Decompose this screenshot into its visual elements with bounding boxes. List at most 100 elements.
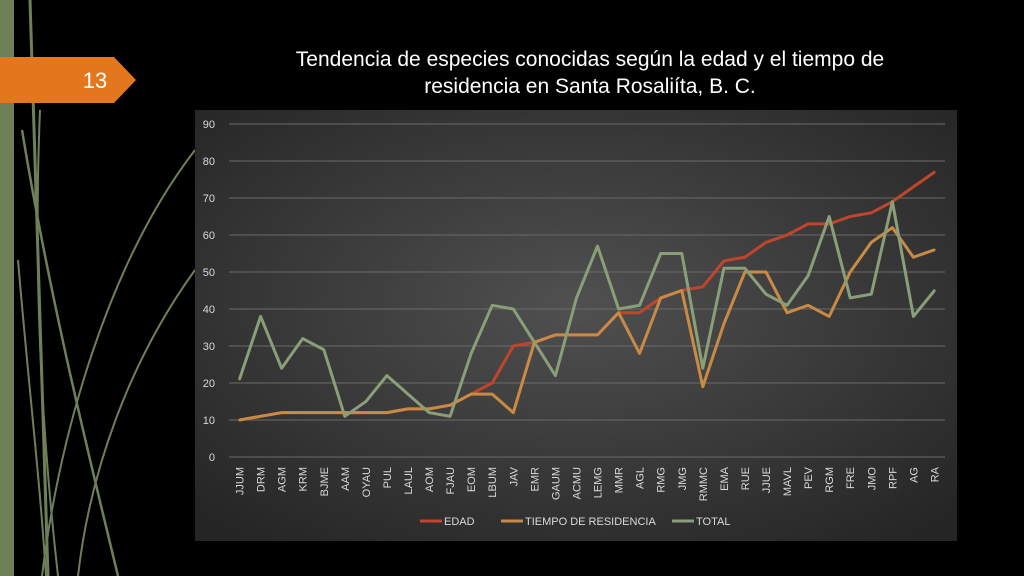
- x-tick-label: ACMU: [571, 467, 583, 499]
- data-point: [280, 367, 283, 370]
- data-point: [512, 344, 515, 348]
- legend-item: TIEMPO DE RESIDENCIA: [501, 516, 656, 528]
- y-tick-label: 10: [203, 415, 215, 427]
- x-tick-label: FRE: [845, 467, 857, 489]
- slide-title-line-2: residencia en Santa Rosaliíta, B. C.: [424, 75, 756, 98]
- slide-number-tab: [0, 57, 136, 103]
- data-point: [870, 293, 873, 296]
- data-point: [638, 304, 641, 307]
- y-tick-label: 0: [209, 452, 215, 464]
- data-point: [933, 170, 936, 174]
- data-point: [238, 418, 241, 422]
- series-line: [239, 226, 935, 422]
- data-point: [722, 259, 726, 263]
- data-point: [512, 307, 515, 311]
- y-tick-label: 90: [203, 119, 215, 131]
- data-point: [491, 381, 494, 385]
- y-tick-label: 50: [203, 267, 215, 279]
- data-point: [259, 415, 262, 418]
- data-point: [427, 407, 431, 411]
- line-chart: 0 10 20 30 40 50 60 70 80 90 JJUM DRM AGM KRM BJME AAM…: [195, 110, 957, 541]
- data-point: [533, 341, 536, 344]
- x-tick-label: AGL: [635, 467, 647, 489]
- data-point: [743, 256, 747, 259]
- x-tick-label: RMMC: [698, 467, 710, 501]
- x-tick-label: KRM: [298, 467, 310, 491]
- x-tick-label: PUL: [382, 467, 394, 488]
- x-tick-label: EMA: [719, 466, 731, 491]
- x-tick-label: OYAU: [361, 467, 373, 497]
- slide-title-line-1: Tendencia de especies conocidas según la…: [295, 48, 885, 71]
- data-point: [701, 285, 705, 288]
- data-point: [596, 244, 599, 248]
- chart-panel: 0 10 20 30 40 50 60 70 80 90 JJUM DRM AGM KRM BJME AAM…: [195, 110, 957, 541]
- data-point: [933, 289, 936, 292]
- x-tick-label: GAUM: [550, 467, 562, 500]
- data-point: [343, 415, 347, 418]
- data-point: [301, 411, 304, 414]
- slide-title: Tendencia de especies conocidas según la…: [240, 46, 940, 100]
- x-tick-label: PEV: [803, 466, 815, 489]
- x-tick-label: EOM: [466, 467, 478, 492]
- y-tick-label: 40: [203, 304, 215, 316]
- x-tick-label: RMG: [656, 467, 668, 493]
- data-point: [806, 222, 810, 226]
- y-tick-label: 20: [203, 378, 215, 390]
- data-point: [554, 333, 557, 337]
- x-tick-label: JAV: [508, 466, 520, 486]
- x-tick-label: LAUL: [403, 467, 415, 495]
- data-point: [575, 333, 578, 337]
- data-point: [870, 211, 873, 214]
- x-tick-label: BJME: [319, 467, 331, 496]
- data-point: [912, 315, 915, 318]
- data-point: [827, 315, 831, 318]
- data-point: [785, 304, 789, 307]
- data-point: [891, 200, 894, 203]
- legend-label: TIEMPO DE RESIDENCIA: [525, 516, 656, 528]
- data-point: [849, 270, 852, 274]
- data-point: [764, 270, 768, 274]
- x-tick-label: JJUM: [235, 467, 247, 495]
- x-tick-label: RGM: [824, 467, 836, 493]
- data-point: [238, 378, 241, 381]
- data-point: [448, 415, 452, 418]
- y-tick-label: 60: [203, 230, 215, 242]
- x-tick-label: DRM: [256, 467, 268, 492]
- data-point: [701, 385, 705, 388]
- data-point: [785, 233, 789, 237]
- x-tick-label: EMR: [529, 467, 541, 492]
- x-tick-label: RUE: [740, 467, 752, 490]
- data-point: [575, 296, 578, 300]
- series-tiempo-de-residencia: [238, 226, 936, 422]
- data-point: [849, 296, 852, 300]
- data-point: [406, 407, 410, 411]
- legend-label: TOTAL: [696, 516, 730, 528]
- data-point: [659, 296, 662, 300]
- legend-item: TOTAL: [672, 516, 730, 528]
- x-tick-label: LEMG: [593, 467, 605, 498]
- x-tick-label: AGM: [277, 467, 289, 492]
- data-point: [680, 289, 683, 292]
- data-point: [406, 392, 410, 396]
- data-point: [912, 256, 915, 259]
- data-point: [491, 392, 494, 396]
- series-total: [238, 200, 936, 418]
- data-point: [764, 241, 768, 244]
- x-tick-label: AOM: [424, 467, 436, 492]
- data-point: [659, 252, 662, 255]
- data-point: [448, 404, 452, 407]
- y-tick-label: 70: [203, 193, 215, 205]
- data-point: [617, 311, 620, 314]
- data-point: [364, 411, 368, 414]
- x-tick-label: MMR: [614, 467, 626, 493]
- data-point: [364, 400, 368, 403]
- data-point: [385, 374, 389, 377]
- data-point: [596, 333, 599, 337]
- data-point: [933, 248, 936, 251]
- data-point: [491, 304, 494, 307]
- series-line: [238, 200, 936, 418]
- data-point: [301, 337, 304, 340]
- x-tick-label: RPF: [887, 467, 899, 489]
- data-point: [806, 274, 810, 277]
- data-point: [322, 348, 325, 351]
